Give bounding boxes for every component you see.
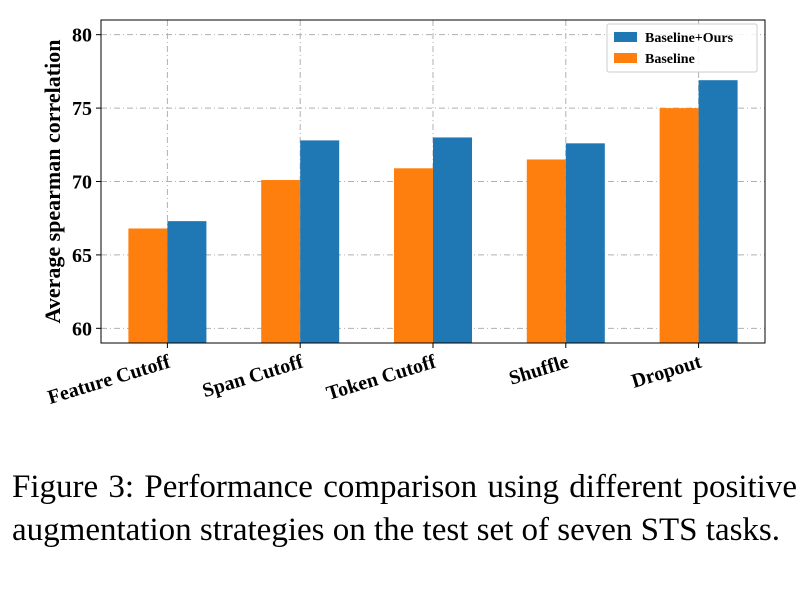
bar-baseline	[261, 180, 301, 343]
legend-swatch	[614, 32, 637, 42]
y-tick-label: 60	[72, 318, 92, 340]
y-tick-label: 65	[72, 245, 92, 267]
bar-chart: 60 65 70 75 80 Feature Cutoff Span Cutoff Toke…	[40, 19, 766, 409]
bar-baseline	[394, 168, 433, 343]
bars	[128, 80, 738, 343]
bar-baseline	[128, 228, 168, 343]
bar-baseline-ours	[698, 80, 738, 343]
bar-baseline	[659, 108, 699, 343]
y-tick-label: 75	[72, 98, 92, 120]
legend-label: Baseline+Ours	[645, 31, 734, 46]
bar-baseline-ours	[433, 137, 472, 343]
legend-label: Baseline	[645, 52, 695, 67]
bar-baseline-ours	[565, 143, 605, 343]
legend-swatch	[614, 53, 637, 63]
y-axis-ticks: 60 65 70 75 80	[72, 25, 101, 340]
bar-baseline-ours	[300, 140, 340, 343]
x-tick-label: Token Cutoff	[324, 351, 439, 405]
x-axis-ticks: Feature Cutoff Span Cutoff Token Cutoff Shu…	[45, 343, 704, 409]
legend: Baseline+Ours Baseline	[606, 23, 758, 73]
x-tick-label: Dropout	[629, 351, 704, 393]
x-tick-label: Feature Cutoff	[45, 351, 173, 409]
y-tick-label: 80	[72, 25, 92, 47]
bar-baseline	[526, 159, 566, 343]
y-tick-label: 70	[72, 172, 92, 194]
y-axis-label: Average spearman correlation	[40, 40, 65, 324]
x-tick-label: Shuffle	[506, 351, 571, 390]
figure-caption: Figure 3: Performance comparison using d…	[12, 469, 797, 548]
legend-box	[606, 23, 758, 73]
bar-baseline-ours	[167, 221, 207, 343]
x-tick-label: Span Cutoff	[200, 351, 306, 403]
